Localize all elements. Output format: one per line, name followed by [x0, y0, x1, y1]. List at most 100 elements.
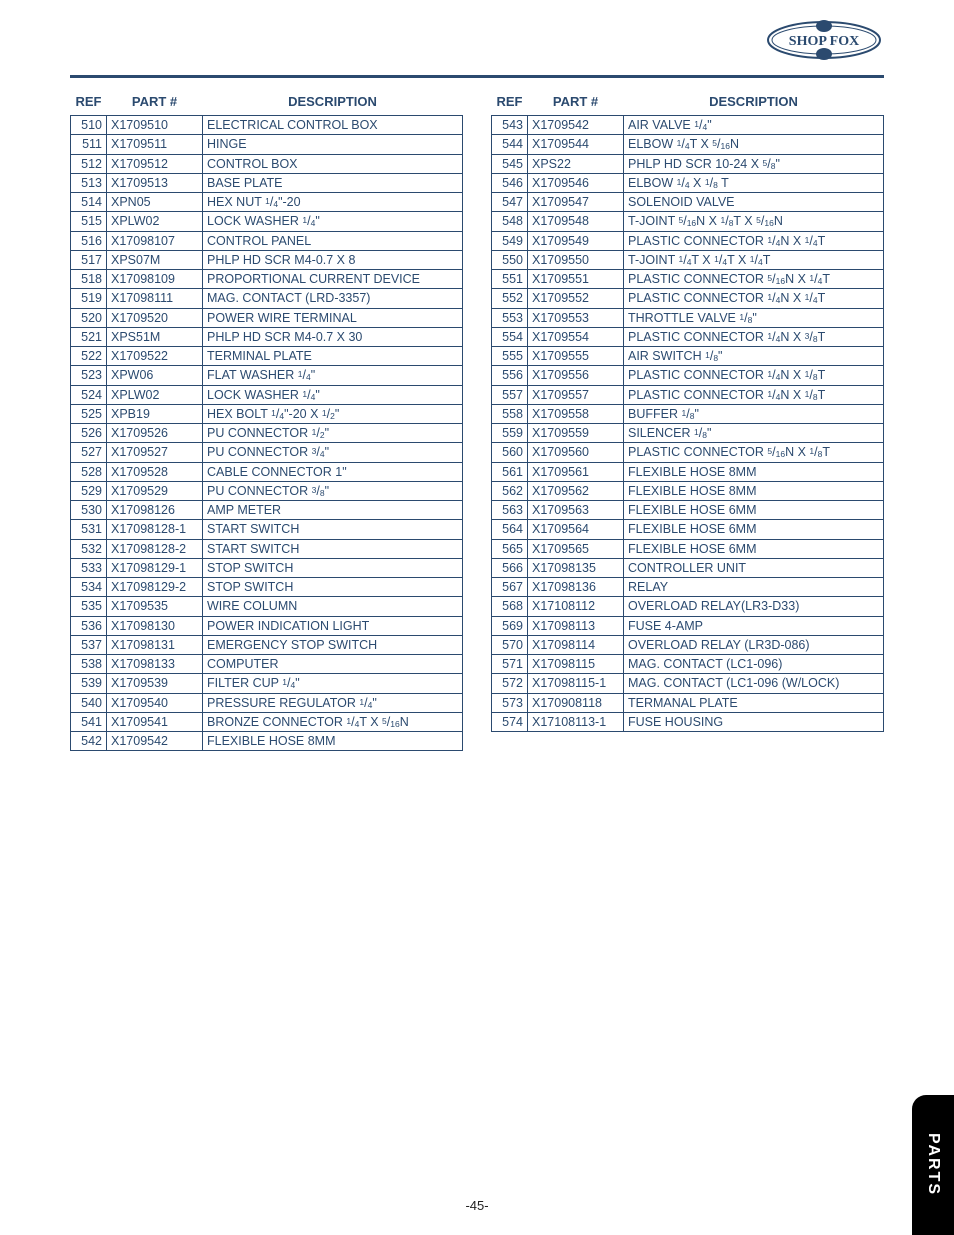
part-cell: X17098129-1: [107, 558, 203, 577]
col-part-header: PART #: [528, 90, 624, 116]
table-row: 518X17098109PROPORTIONAL CURRENT DEVICE: [71, 270, 463, 289]
part-cell: X1709547: [528, 193, 624, 212]
ref-cell: 564: [492, 520, 528, 539]
table-row: 523XPW06FLAT WASHER 1/4": [71, 366, 463, 385]
table-row: 531X17098128-1START SWITCH: [71, 520, 463, 539]
side-tab: PARTS: [912, 1095, 954, 1235]
desc-cell: PHLP HD SCR 10-24 X 5/8": [624, 154, 884, 173]
desc-cell: PLASTIC CONNECTOR 5/16N X 1/4T: [624, 270, 884, 289]
ref-cell: 550: [492, 250, 528, 269]
ref-cell: 559: [492, 424, 528, 443]
table-row: 550X1709550T-JOINT 1/4T X 1/4T X 1/4T: [492, 250, 884, 269]
table-row: 544X1709544ELBOW 1/4T X 5/16N: [492, 135, 884, 154]
desc-cell: TERMANAL PLATE: [624, 693, 884, 712]
table-row: 547X1709547SOLENOID VALVE: [492, 193, 884, 212]
part-cell: X170908118: [528, 693, 624, 712]
table-row: 571X17098115MAG. CONTACT (LC1-096): [492, 655, 884, 674]
table-row: 524XPLW02LOCK WASHER 1/4": [71, 385, 463, 404]
desc-cell: PLASTIC CONNECTOR 5/16N X 1/8T: [624, 443, 884, 462]
ref-cell: 513: [71, 173, 107, 192]
desc-cell: MAG. CONTACT (LC1-096): [624, 655, 884, 674]
left-column: REF PART # DESCRIPTION 510X1709510ELECTR…: [70, 90, 463, 751]
col-ref-header: REF: [71, 90, 107, 116]
desc-cell: RELAY: [624, 578, 884, 597]
table-row: 567X17098136RELAY: [492, 578, 884, 597]
table-row: 519X17098111MAG. CONTACT (LRD-3357): [71, 289, 463, 308]
ref-cell: 525: [71, 404, 107, 423]
desc-cell: FLEXIBLE HOSE 6MM: [624, 501, 884, 520]
desc-cell: PLASTIC CONNECTOR 1/4N X 1/8T: [624, 366, 884, 385]
ref-cell: 538: [71, 655, 107, 674]
desc-cell: BRONZE CONNECTOR 1/4T X 5/16N: [203, 712, 463, 731]
part-cell: X1709554: [528, 327, 624, 346]
table-row: 545XPS22PHLP HD SCR 10-24 X 5/8": [492, 154, 884, 173]
ref-cell: 516: [71, 231, 107, 250]
ref-cell: 536: [71, 616, 107, 635]
table-row: 528X1709528CABLE CONNECTOR 1": [71, 462, 463, 481]
desc-cell: FILTER CUP 1/4": [203, 674, 463, 693]
desc-cell: FUSE HOUSING: [624, 712, 884, 731]
part-cell: X1709544: [528, 135, 624, 154]
ref-cell: 558: [492, 404, 528, 423]
table-row: 552X1709552PLASTIC CONNECTOR 1/4N X 1/4T: [492, 289, 884, 308]
ref-cell: 565: [492, 539, 528, 558]
desc-cell: FLEXIBLE HOSE 6MM: [624, 539, 884, 558]
desc-cell: PU CONNECTOR 1/2": [203, 424, 463, 443]
ref-cell: 537: [71, 635, 107, 654]
part-cell: X17098133: [107, 655, 203, 674]
part-cell: X17098135: [528, 558, 624, 577]
desc-cell: START SWITCH: [203, 539, 463, 558]
desc-cell: FUSE 4-AMP: [624, 616, 884, 635]
ref-cell: 527: [71, 443, 107, 462]
desc-cell: ELECTRICAL CONTROL BOX: [203, 116, 463, 135]
table-row: 555X1709555AIR SWITCH 1/8": [492, 347, 884, 366]
desc-cell: T-JOINT 1/4T X 1/4T X 1/4T: [624, 250, 884, 269]
ref-cell: 553: [492, 308, 528, 327]
desc-cell: THROTTLE VALVE 1/8": [624, 308, 884, 327]
ref-cell: 551: [492, 270, 528, 289]
desc-cell: LOCK WASHER 1/4": [203, 385, 463, 404]
table-row: 565X1709565FLEXIBLE HOSE 6MM: [492, 539, 884, 558]
ref-cell: 534: [71, 578, 107, 597]
table-row: 517XPS07MPHLP HD SCR M4-0.7 X 8: [71, 250, 463, 269]
desc-cell: HEX BOLT 1/4"-20 X 1/2": [203, 404, 463, 423]
col-desc-header: DESCRIPTION: [624, 90, 884, 116]
ref-cell: 510: [71, 116, 107, 135]
table-row: 560X1709560PLASTIC CONNECTOR 5/16N X 1/8…: [492, 443, 884, 462]
desc-cell: PHLP HD SCR M4-0.7 X 30: [203, 327, 463, 346]
table-row: 566X17098135CONTROLLER UNIT: [492, 558, 884, 577]
ref-cell: 519: [71, 289, 107, 308]
desc-cell: START SWITCH: [203, 520, 463, 539]
part-cell: X1709510: [107, 116, 203, 135]
part-cell: X1709557: [528, 385, 624, 404]
desc-cell: ELBOW 1/4 X 1/8 T: [624, 173, 884, 192]
part-cell: X1709541: [107, 712, 203, 731]
table-row: 526X1709526PU CONNECTOR 1/2": [71, 424, 463, 443]
table-row: 557X1709557PLASTIC CONNECTOR 1/4N X 1/8T: [492, 385, 884, 404]
part-cell: X1709551: [528, 270, 624, 289]
part-cell: X17098131: [107, 635, 203, 654]
part-cell: XPN05: [107, 193, 203, 212]
part-cell: X1709553: [528, 308, 624, 327]
ref-cell: 535: [71, 597, 107, 616]
desc-cell: HINGE: [203, 135, 463, 154]
table-row: 513X1709513BASE PLATE: [71, 173, 463, 192]
ref-cell: 574: [492, 712, 528, 731]
ref-cell: 549: [492, 231, 528, 250]
ref-cell: 542: [71, 732, 107, 751]
table-row: 570X17098114OVERLOAD RELAY (LR3D-086): [492, 635, 884, 654]
table-row: 532X17098128-2START SWITCH: [71, 539, 463, 558]
table-row: 521XPS51MPHLP HD SCR M4-0.7 X 30: [71, 327, 463, 346]
table-row: 562X1709562FLEXIBLE HOSE 8MM: [492, 481, 884, 500]
table-row: 522X1709522TERMINAL PLATE: [71, 347, 463, 366]
desc-cell: AIR VALVE 1/4": [624, 116, 884, 135]
part-cell: XPS07M: [107, 250, 203, 269]
table-row: 536X17098130POWER INDICATION LIGHT: [71, 616, 463, 635]
ref-cell: 511: [71, 135, 107, 154]
ref-cell: 541: [71, 712, 107, 731]
table-row: 525XPB19HEX BOLT 1/4"-20 X 1/2": [71, 404, 463, 423]
desc-cell: OVERLOAD RELAY (LR3D-086): [624, 635, 884, 654]
part-cell: X17098114: [528, 635, 624, 654]
desc-cell: FLEXIBLE HOSE 8MM: [624, 462, 884, 481]
part-cell: X1709529: [107, 481, 203, 500]
